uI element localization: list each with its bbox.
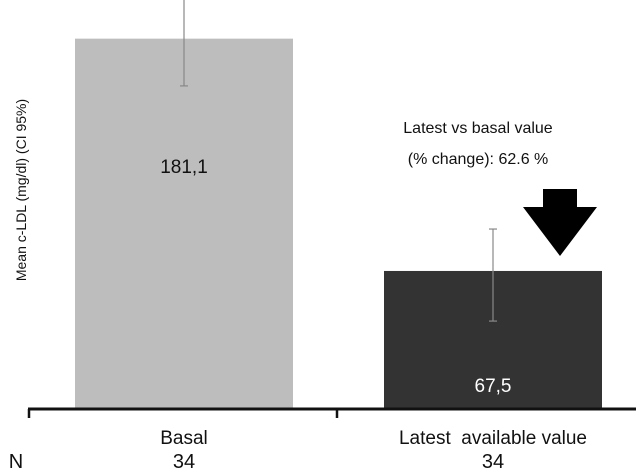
value-label-2: 67,5 [475,376,512,397]
annotation-line-1: Latest vs basal value [403,120,553,137]
category-label-1: Basal [160,428,208,449]
down-arrow-icon [523,189,597,256]
error-bars [180,0,497,322]
y-axis-label: Mean c-LDL (mg/dl) (CI 95%) [13,99,29,281]
value-label-1: 181,1 [160,157,208,178]
bar-1 [75,38,293,409]
n-label: N [9,451,23,471]
annotation-line-2: (% change): 62.6 % [408,151,549,168]
category-label-2: Latest available value [399,428,587,449]
bars: 181,1 67,5 [75,38,602,409]
n-value-2: 34 [482,451,504,471]
n-value-1: 34 [173,451,195,471]
